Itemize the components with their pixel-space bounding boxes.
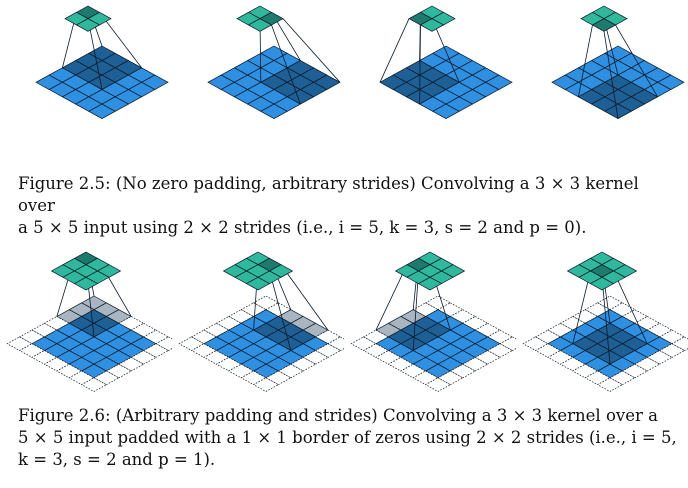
fig25-panel-3-svg <box>379 5 513 119</box>
projection-line <box>269 270 292 351</box>
projection-line <box>271 24 301 105</box>
projection-line <box>601 277 611 365</box>
figure-2-6-illustrations <box>0 244 688 394</box>
fig25-panel-4 <box>516 0 688 150</box>
fig26-panel-3-svg <box>350 251 516 392</box>
figure-2-6-caption: Figure 2.6: (Arbitrary padding and strid… <box>18 405 678 471</box>
fig25-panel-4-svg <box>551 5 685 119</box>
caption-line: Figure 2.6: (Arbitrary padding and strid… <box>18 406 658 425</box>
input-cell <box>260 103 288 119</box>
fig26-panel-4-svg <box>522 251 688 392</box>
projection-line <box>613 270 648 344</box>
caption-line: 5 × 5 input padded with a 1 × 1 border o… <box>18 428 677 447</box>
padding-cell <box>671 336 688 351</box>
padding-cell <box>486 343 514 358</box>
padding-cell <box>474 350 501 365</box>
padding-cell <box>499 336 516 351</box>
output-cell <box>591 18 617 32</box>
fig26-panel-2 <box>172 244 344 394</box>
output-cell <box>245 276 271 291</box>
padding-cell <box>130 350 157 365</box>
padding-cell <box>302 350 329 365</box>
output-cell <box>73 276 99 291</box>
output-cell <box>419 18 445 32</box>
padding-cell <box>118 356 145 372</box>
projection-line <box>379 18 410 83</box>
padding-cell <box>290 356 317 372</box>
caption-line: a 5 × 5 input using 2 × 2 strides (i.e.,… <box>18 218 587 237</box>
fig25-panel-2 <box>172 0 344 150</box>
fig26-panel-2-svg <box>178 251 344 392</box>
caption-line: k = 3, s = 2 and p = 1). <box>18 450 216 469</box>
projection-line <box>87 18 103 90</box>
projection-line <box>572 270 591 344</box>
fig26-panel-1 <box>0 244 172 394</box>
figure-2-5-illustrations <box>0 0 688 150</box>
projection-line <box>282 18 341 83</box>
fig25-panel-3 <box>344 0 516 150</box>
projection-line <box>419 24 421 105</box>
projection-line <box>412 270 419 351</box>
output-cell <box>247 18 273 32</box>
fig25-panel-1-svg <box>35 5 169 119</box>
fig25-panel-2-svg <box>207 5 341 119</box>
projection-line <box>578 24 593 97</box>
padding-cell <box>142 343 170 358</box>
projection-line <box>375 264 408 331</box>
fig26-panel-4 <box>516 244 688 394</box>
projection-line <box>431 18 460 83</box>
input-cell <box>432 103 460 119</box>
padding-cell <box>609 370 636 386</box>
projection-line <box>603 31 619 119</box>
projection-line <box>99 12 142 69</box>
caption-line: Figure 2.5: (No zero padding, arbitrary … <box>18 174 639 215</box>
padding-cell <box>314 343 342 358</box>
projection-line <box>280 264 329 331</box>
output-cell <box>589 276 615 291</box>
output-cell <box>417 276 443 291</box>
padding-cell <box>462 356 489 372</box>
padding-cell <box>634 356 661 372</box>
fig26-panel-1-svg <box>6 251 172 392</box>
output-cell <box>75 18 101 32</box>
fig26-panel-3 <box>344 244 516 394</box>
input-cell <box>88 103 116 119</box>
padding-cell <box>658 343 686 358</box>
fig25-panel-1 <box>0 0 172 150</box>
figure-2-5-caption: Figure 2.5: (No zero padding, arbitrary … <box>18 173 678 239</box>
projection-line <box>615 24 658 98</box>
